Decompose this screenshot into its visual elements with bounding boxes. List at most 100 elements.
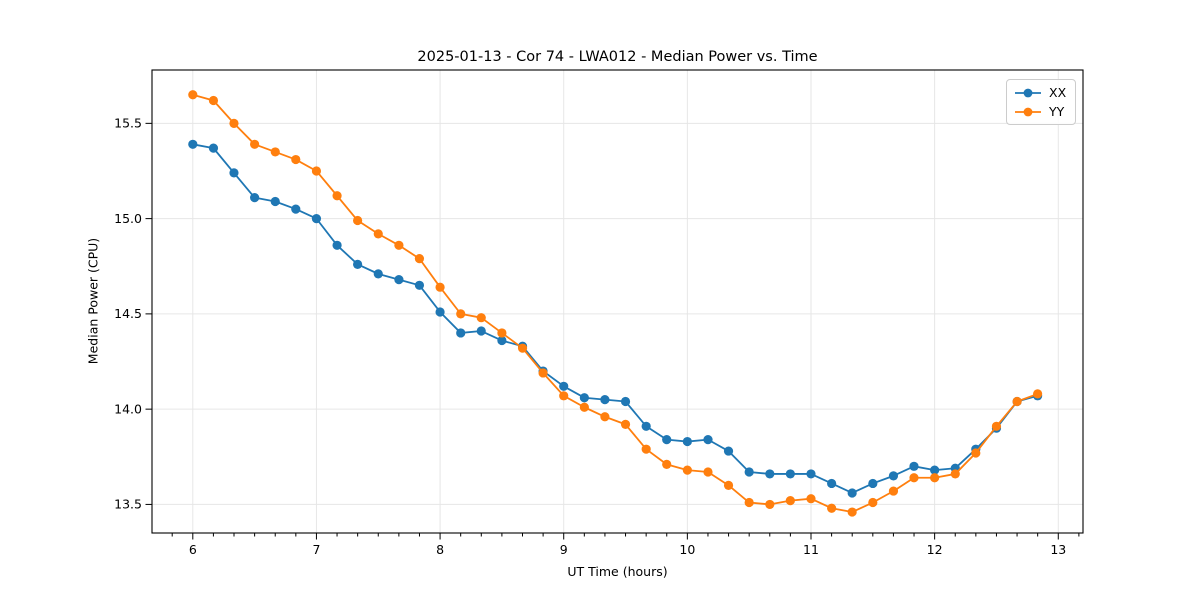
data-point [847,488,857,498]
svg-text:11: 11 [803,542,819,557]
data-point [827,478,837,489]
data-point [497,335,507,346]
data-point [723,446,734,456]
data-point [909,473,919,483]
data-point [311,214,322,224]
data-point [497,328,507,338]
data-point [208,143,219,153]
data-point [229,168,239,178]
data-point [373,269,383,279]
data-point [971,448,981,458]
data-point [579,402,589,412]
data-point [868,497,878,508]
data-point [435,282,445,292]
series-line-yy [192,93,1038,513]
legend-entry-xx: XX [1014,85,1067,100]
data-point [332,240,342,250]
svg-text:7: 7 [312,542,320,557]
axis-ticks [145,122,1080,540]
data-point [1012,396,1022,407]
data-point [270,196,280,207]
data-point [394,240,404,250]
data-point [373,229,383,239]
svg-text:13.5: 13.5 [114,497,142,512]
data-point [744,497,754,508]
data-point [250,139,260,149]
data-point [188,139,198,149]
data-point [806,469,816,479]
svg-text:8: 8 [436,542,444,557]
data-point [538,368,548,378]
data-point [723,480,734,490]
legend-label-yy: YY [1049,104,1065,119]
data-point [600,412,610,422]
data-point [1033,389,1043,399]
data-point [250,193,260,203]
data-point [785,496,795,506]
data-point [435,307,445,317]
data-point [785,469,795,479]
data-point [662,435,672,445]
legend: XX YY [1006,79,1076,125]
data-point [662,459,672,470]
data-point [517,343,528,353]
data-point [394,274,404,285]
data-point [476,326,486,336]
data-point [414,254,425,264]
svg-text:15.0: 15.0 [114,211,142,226]
data-point [559,391,569,401]
data-point [703,435,713,445]
data-point [353,215,363,226]
svg-text:6: 6 [189,542,197,557]
svg-text:14.0: 14.0 [114,401,142,416]
svg-text:15.5: 15.5 [114,116,142,131]
data-point [620,419,631,429]
data-point [744,467,754,477]
data-point [456,328,466,338]
data-point [291,154,301,165]
svg-text:12: 12 [927,542,943,557]
data-point [291,204,301,214]
data-point [476,313,486,323]
data-point [847,507,857,517]
series-yy [188,90,1043,517]
data-point [950,469,960,479]
data-point [888,486,899,496]
data-point [991,421,1002,431]
data-point [353,259,363,269]
legend-sample-yy-line-icon [1015,107,1041,116]
data-point [888,471,899,481]
data-point [703,467,713,477]
data-point [456,309,466,319]
gridlines [152,70,1083,533]
data-point [414,280,425,290]
svg-text:9: 9 [560,542,568,557]
data-point [765,469,775,479]
data-point [270,147,280,157]
svg-text:14.5: 14.5 [114,306,142,321]
data-point [641,421,651,431]
svg-text:13: 13 [1050,542,1066,557]
data-point [559,381,569,391]
data-point [229,118,239,128]
data-point [620,396,631,407]
series-line-xx [192,143,1038,494]
data-point [600,395,610,405]
svg-text:10: 10 [679,542,695,557]
tick-labels: 6 7 8 9 10 11 12 13 13.5 14.0 14.5 15.0 15.5 [114,116,1066,557]
data-point [579,393,589,403]
data-point [930,473,940,483]
data-point [930,465,940,475]
data-point [188,90,198,100]
data-point [311,166,322,176]
data-point [682,436,692,447]
chart-title: 2025-01-13 - Cor 74 - LWA012 - Median Po… [417,49,818,65]
plot-spines [151,69,1084,534]
data-point [332,191,342,201]
data-point [806,494,816,504]
y-axis-label: Median Power (CPU) [85,237,101,365]
legend-sample-xx-line-icon [1015,88,1041,97]
data-point [641,444,651,454]
